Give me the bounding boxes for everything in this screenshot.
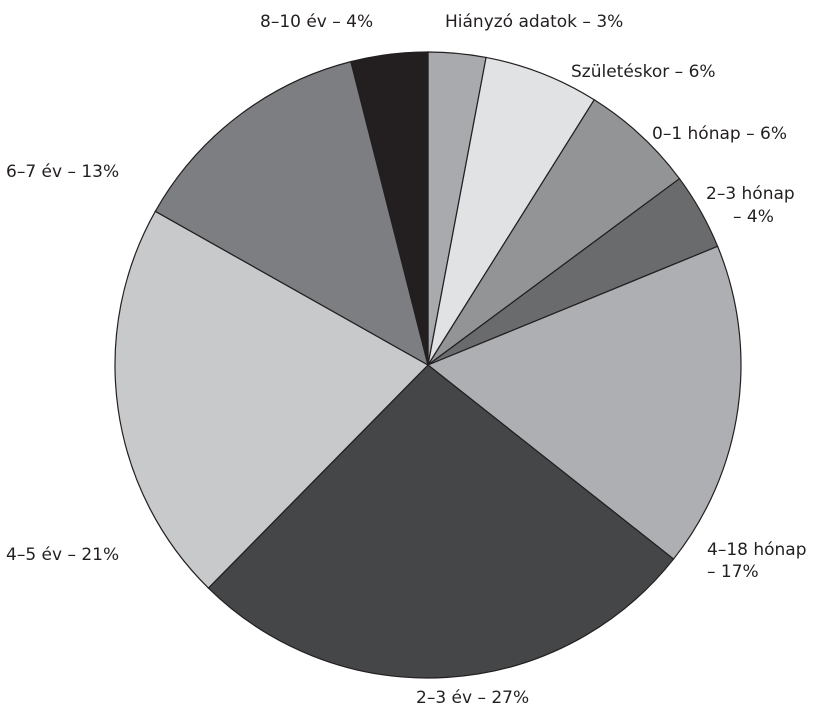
label-2-3-honap-line2: – 4% (733, 207, 774, 227)
label-6-7-ev: 6–7 év – 13% (6, 162, 119, 182)
pie-slice-8 (350, 51, 429, 366)
label-szuleteskor: Születéskor – 6% (571, 62, 716, 82)
pie-slice-4 (426, 245, 742, 560)
label-0-1-honap: 0–1 hónap – 6% (652, 124, 787, 144)
label-4-18-honap-line1: 4–18 hónap (707, 540, 807, 560)
label-2-3-honap-line1: 2–3 hónap (706, 184, 795, 204)
label-2-3-ev: 2–3 év – 27% (416, 688, 529, 708)
label-4-18-honap-line2: – 17% (707, 562, 759, 582)
pie-slice-6 (114, 210, 429, 589)
label-4-5-ev: 4–5 év – 21% (6, 545, 119, 565)
pie-slices (114, 51, 742, 679)
label-hianyzo-adatok: Hiányzó adatok – 3% (445, 12, 623, 32)
pie-slice-7 (154, 60, 429, 367)
label-8-10-ev: 8–10 év – 4% (260, 12, 373, 32)
pie-slice-5 (207, 364, 675, 679)
